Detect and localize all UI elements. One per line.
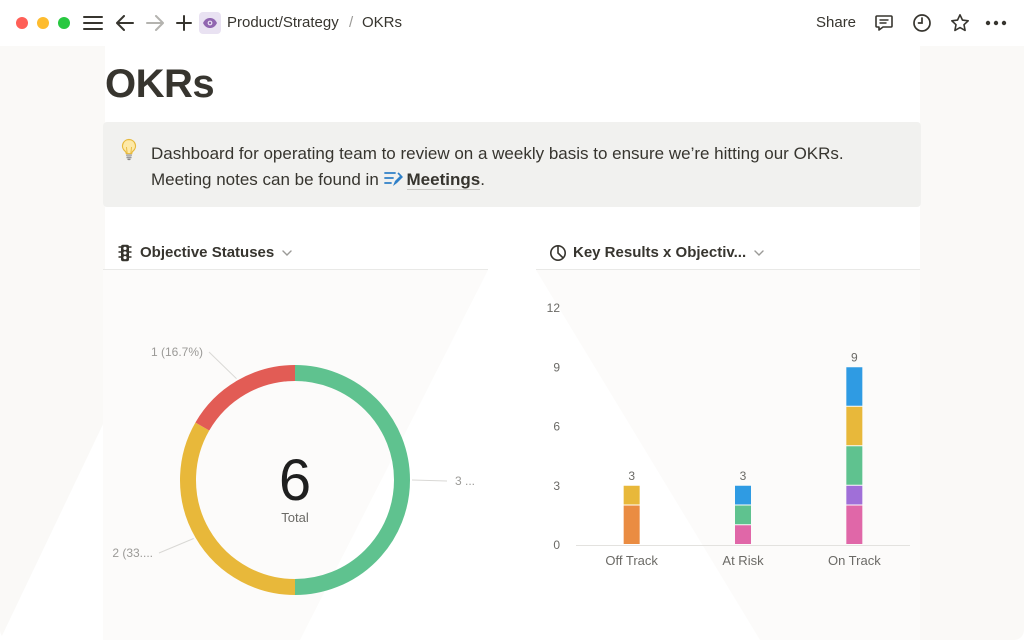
star-icon[interactable] (948, 11, 972, 35)
traffic-light-icon (116, 244, 134, 262)
share-button[interactable]: Share (816, 14, 857, 31)
lightbulb-icon (119, 138, 139, 162)
eye-icon[interactable] (199, 12, 221, 34)
donut-slice-label: 2 (33.... (112, 546, 153, 560)
meetings-link[interactable]: Meetings (406, 170, 481, 190)
window-zoom-button[interactable] (58, 17, 70, 29)
donut-slice-label: 3 ... (455, 474, 475, 488)
y-tick-label: 0 (553, 538, 560, 552)
donut-center-value: 6 (279, 448, 311, 513)
donut-slice[interactable] (294, 365, 410, 595)
breadcrumb-parent[interactable]: Product/Strategy (227, 14, 339, 31)
more-icon[interactable] (984, 11, 1008, 35)
meetings-icon (383, 170, 404, 188)
bar-segment[interactable] (735, 505, 751, 525)
bar-segment[interactable] (846, 446, 863, 485)
donut-slice-label: 1 (16.7%) (151, 345, 203, 359)
bar-segment[interactable] (846, 505, 863, 545)
callout-line-2-suffix: . (480, 170, 485, 189)
chart-title-right: Key Results x Objectiv... (573, 244, 747, 261)
bar-total-label: 3 (628, 469, 635, 483)
y-tick-label: 9 (553, 360, 560, 374)
x-tick-label: Off Track (605, 553, 658, 568)
key-results-bar-chart[interactable]: 0 3 6 9 12 3 Off Track 3 At Risk 9 On Track (536, 272, 920, 632)
y-tick-label: 6 (553, 420, 560, 434)
donut-slice[interactable] (180, 422, 296, 595)
x-tick-label: At Risk (722, 553, 764, 568)
bar-segment[interactable] (623, 505, 640, 545)
breadcrumb-separator: / (349, 14, 354, 31)
menu-icon[interactable] (81, 11, 105, 35)
y-tick-label: 3 (553, 479, 560, 493)
window-minimize-button[interactable] (37, 17, 49, 29)
callout-line-2-prefix: Meeting notes can be found in (151, 170, 379, 189)
back-arrow-icon[interactable] (113, 11, 137, 35)
callout-line-1: Dashboard for operating team to review o… (151, 144, 844, 163)
donut-slice[interactable] (195, 365, 296, 431)
chevron-down-icon[interactable] (282, 248, 292, 258)
plus-icon[interactable] (172, 11, 196, 35)
bar-total-label: 3 (740, 469, 747, 483)
donut-center-label: Total (281, 510, 309, 525)
key-results-header[interactable]: Key Results x Objectiv... (536, 236, 920, 270)
chevron-down-icon[interactable] (754, 248, 764, 258)
callout-line-2: Meeting notes can be found in Meetings. (151, 167, 911, 193)
page-title[interactable]: OKRs (105, 62, 215, 106)
comment-icon[interactable] (872, 11, 896, 35)
window-close-button[interactable] (16, 17, 28, 29)
top-bar: Product/Strategy / OKRs Share (0, 0, 1024, 46)
bar-segment[interactable] (735, 525, 751, 544)
callout-text: Dashboard for operating team to review o… (151, 141, 911, 193)
bar-segment[interactable] (846, 485, 863, 505)
breadcrumb-current[interactable]: OKRs (362, 14, 403, 31)
chart-title-left: Objective Statuses (140, 244, 275, 261)
forward-arrow-icon[interactable] (143, 11, 167, 35)
objective-statuses-header[interactable]: Objective Statuses (103, 236, 488, 270)
donut-leader-line (158, 538, 194, 554)
bar-segment[interactable] (846, 367, 863, 406)
y-tick-label: 12 (547, 301, 561, 315)
callout-block[interactable]: Dashboard for operating team to review o… (103, 122, 921, 207)
bar-segment[interactable] (846, 406, 863, 446)
donut-leader-line (411, 479, 448, 482)
pie-chart-icon (549, 244, 567, 262)
bar-segment[interactable] (735, 485, 751, 505)
bar-total-label: 9 (851, 350, 858, 364)
bar-segment[interactable] (623, 485, 640, 505)
donut-leader-line (208, 351, 237, 380)
clock-icon[interactable] (910, 11, 934, 35)
x-tick-label: On Track (828, 553, 881, 568)
